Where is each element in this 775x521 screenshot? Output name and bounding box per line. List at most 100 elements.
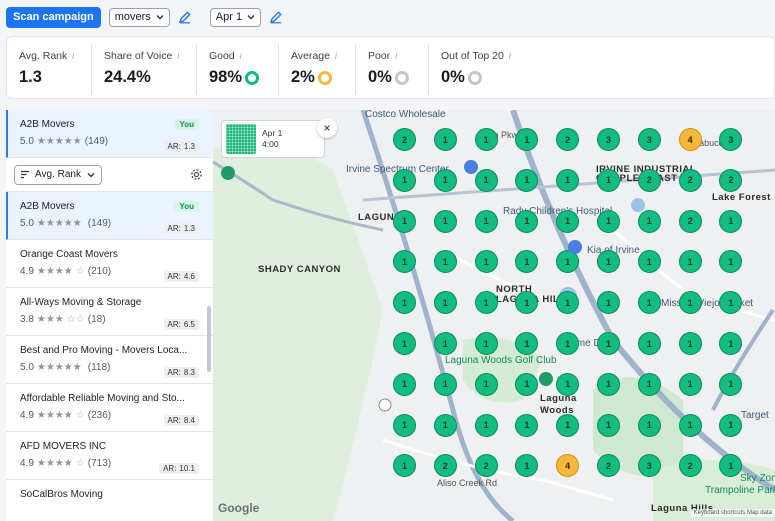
rank-grid-point[interactable]: 1 xyxy=(393,291,416,315)
rank-grid-point[interactable]: 1 xyxy=(433,413,457,437)
rank-grid-point[interactable]: 1 xyxy=(515,291,539,315)
rank-grid-point[interactable]: 1 xyxy=(433,128,457,151)
rank-grid-point[interactable]: 4 xyxy=(556,454,580,478)
rank-grid-point[interactable]: 1 xyxy=(719,209,743,233)
rank-grid-point[interactable]: 1 xyxy=(556,413,580,437)
rank-grid-point[interactable]: 1 xyxy=(597,413,620,437)
rank-grid-point[interactable]: 1 xyxy=(433,291,457,315)
rank-grid-point[interactable]: 3 xyxy=(597,128,620,151)
rank-grid-point[interactable]: 1 xyxy=(474,291,498,315)
info-icon[interactable]: i xyxy=(177,51,180,61)
rank-grid-point[interactable]: 1 xyxy=(474,168,498,192)
snapshot-card[interactable]: Apr 1 4:00 xyxy=(221,120,325,158)
info-icon[interactable]: i xyxy=(395,51,398,61)
competitor-row[interactable]: All-Ways Moving & Storage 3.8 ★★★ ☆☆ (18) AR:… xyxy=(6,288,213,336)
scrollbar[interactable] xyxy=(207,306,211,372)
rank-grid-point[interactable]: 2 xyxy=(393,128,416,151)
competitor-row[interactable]: A2B Movers 5.0 ★★★★★ (149) You AR: 1.3 xyxy=(6,192,213,240)
rank-grid-point[interactable]: 1 xyxy=(556,209,580,233)
rank-grid-point[interactable]: 1 xyxy=(556,372,580,396)
rank-grid-point[interactable]: 1 xyxy=(719,332,743,355)
info-icon[interactable]: i xyxy=(72,51,75,61)
info-icon[interactable]: i xyxy=(334,51,337,61)
rank-grid-point[interactable]: 1 xyxy=(678,372,702,396)
rank-grid-point[interactable]: 1 xyxy=(515,168,539,192)
competitor-row[interactable]: AFD MOVERS INC 4.9 ★★★★ ☆ (713) AR: 10.1 xyxy=(6,432,213,480)
rank-grid-point[interactable]: 1 xyxy=(597,250,620,274)
rank-grid-point[interactable]: 1 xyxy=(433,332,457,355)
info-icon[interactable]: i xyxy=(239,51,242,61)
rank-grid-point[interactable]: 1 xyxy=(393,250,416,274)
rank-grid-point[interactable]: 1 xyxy=(393,454,416,478)
rank-grid-point[interactable]: 1 xyxy=(474,372,498,396)
rank-grid-point[interactable]: 1 xyxy=(597,168,620,192)
close-snapshot-button[interactable]: × xyxy=(317,118,337,138)
rank-grid-point[interactable]: 1 xyxy=(597,332,620,355)
rank-grid-point[interactable]: 4 xyxy=(678,128,702,151)
rank-grid-point[interactable]: 3 xyxy=(719,128,743,151)
rank-grid-point[interactable]: 1 xyxy=(474,128,498,151)
rank-grid-point[interactable]: 1 xyxy=(393,332,416,355)
rank-grid-point[interactable]: 2 xyxy=(556,128,580,151)
rank-grid-point[interactable]: 1 xyxy=(637,209,661,233)
rank-grid-point[interactable]: 1 xyxy=(719,250,743,274)
pinned-business[interactable]: A2B Movers 5.0 ★★★★★ (149) You AR: 1.3 xyxy=(6,110,213,158)
rank-grid-point[interactable]: 1 xyxy=(433,168,457,192)
rank-grid-point[interactable]: 1 xyxy=(433,209,457,233)
rank-grid-point[interactable]: 1 xyxy=(678,250,702,274)
date-select[interactable]: Apr 1 xyxy=(209,7,262,27)
rank-grid-point[interactable]: 1 xyxy=(556,332,580,355)
rank-grid-point[interactable]: 2 xyxy=(474,454,498,478)
rank-grid-point[interactable]: 1 xyxy=(474,332,498,355)
rank-grid-point[interactable]: 1 xyxy=(393,372,416,396)
rank-grid-point[interactable]: 1 xyxy=(597,372,620,396)
gear-icon[interactable] xyxy=(190,168,203,181)
edit-date-icon[interactable] xyxy=(269,10,283,24)
rank-grid-point[interactable]: 1 xyxy=(433,372,457,396)
sort-select[interactable]: Avg. Rank xyxy=(14,164,102,185)
competitor-row[interactable]: SoCalBros Moving xyxy=(6,480,213,521)
competitor-row[interactable]: Affordable Reliable Moving and Sto... 4.9… xyxy=(6,384,213,432)
rank-grid-point[interactable]: 2 xyxy=(678,454,702,478)
rank-grid-point[interactable]: 1 xyxy=(637,291,661,315)
rank-grid-point[interactable]: 3 xyxy=(637,128,661,151)
rank-grid-point[interactable]: 1 xyxy=(393,413,416,437)
scan-campaign-button[interactable]: Scan campaign xyxy=(6,6,101,28)
edit-keyword-icon[interactable] xyxy=(178,10,192,24)
rank-grid-point[interactable]: 2 xyxy=(678,209,702,233)
rank-grid-point[interactable]: 1 xyxy=(719,454,743,478)
rank-grid-point[interactable]: 1 xyxy=(637,250,661,274)
rank-grid-point[interactable]: 1 xyxy=(556,291,580,315)
rank-grid-point[interactable]: 1 xyxy=(515,454,539,478)
rank-grid-point[interactable]: 1 xyxy=(515,209,539,233)
rank-grid-point[interactable]: 1 xyxy=(556,168,580,192)
rank-grid-point[interactable]: 1 xyxy=(637,332,661,355)
rank-grid-point[interactable]: 1 xyxy=(678,413,702,437)
rank-grid-point[interactable]: 1 xyxy=(637,372,661,396)
rank-grid-point[interactable]: 2 xyxy=(678,168,702,192)
rank-grid-point[interactable]: 1 xyxy=(597,291,620,315)
rank-grid-point[interactable]: 1 xyxy=(515,250,539,274)
rank-grid-point[interactable]: 1 xyxy=(719,291,743,315)
competitor-row[interactable]: Orange Coast Movers 4.9 ★★★★ ☆ (210) AR: 4.6 xyxy=(6,240,213,288)
info-icon[interactable]: i xyxy=(508,51,511,61)
rank-grid-point[interactable]: 1 xyxy=(433,250,457,274)
keyword-select[interactable]: movers xyxy=(108,7,170,27)
competitor-row[interactable]: Best and Pro Moving - Movers Loca... 5.0 ★… xyxy=(6,336,213,384)
map-attribution[interactable]: Keyboard shortcuts Map data xyxy=(690,509,775,517)
rank-grid-point[interactable]: 1 xyxy=(556,250,580,274)
rank-grid-point[interactable]: 1 xyxy=(393,209,416,233)
rank-grid-point[interactable]: 1 xyxy=(474,209,498,233)
rank-grid-point[interactable]: 2 xyxy=(597,454,620,478)
rank-grid-point[interactable]: 1 xyxy=(474,413,498,437)
rank-grid-point[interactable]: 2 xyxy=(637,168,661,192)
rank-grid-point[interactable]: 3 xyxy=(637,454,661,478)
rank-grid-point[interactable]: 1 xyxy=(637,413,661,437)
rank-grid-point[interactable]: 1 xyxy=(393,168,416,192)
rank-grid-point[interactable]: 1 xyxy=(474,250,498,274)
rank-grid-point[interactable]: 1 xyxy=(515,128,539,151)
rank-grid-point[interactable]: 1 xyxy=(678,291,702,315)
rank-grid-point[interactable]: 1 xyxy=(719,372,743,396)
rank-grid-point[interactable]: 1 xyxy=(719,413,743,437)
